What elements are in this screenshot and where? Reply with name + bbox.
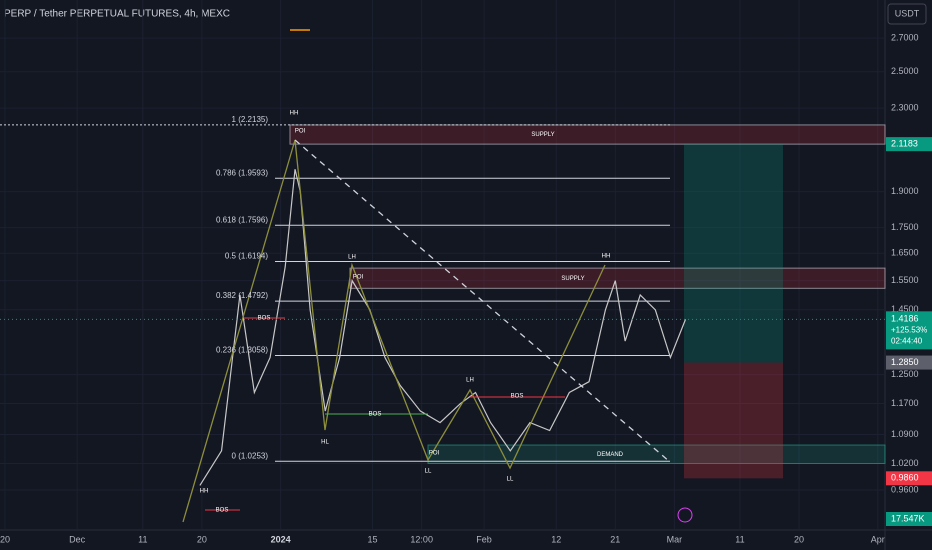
badge <box>886 137 932 152</box>
countdown: 02:44:40 <box>891 336 923 345</box>
badge <box>886 355 932 370</box>
y-tick-label: 2.3000 <box>891 103 919 113</box>
x-tick-label: Mar <box>667 534 683 544</box>
y-tick-label: 1.4500 <box>891 304 919 314</box>
x-tick-label: 12 <box>551 534 561 544</box>
target-zone <box>684 144 783 363</box>
annotation: LH <box>348 255 356 261</box>
y-tick-label: 2.7000 <box>891 32 919 42</box>
x-tick-label: 20 <box>794 534 804 544</box>
badge-label: 1.2850 <box>891 357 919 367</box>
fib-label: 0.786 (1.9593) <box>216 168 268 177</box>
annotation: POI <box>295 129 306 135</box>
drawings <box>182 139 693 523</box>
change: +125.53% <box>891 325 927 334</box>
currency-box[interactable] <box>887 3 927 25</box>
y-tick-label: 2.5000 <box>891 66 919 76</box>
zone <box>427 444 886 464</box>
trend-line <box>294 139 671 463</box>
annotation: HL <box>321 440 329 446</box>
y-tick-label: 1.6500 <box>891 248 919 258</box>
zone-label: SUPPLY <box>531 132 554 138</box>
badge-label: 2.1183 <box>891 139 918 149</box>
zone-label: SUPPLY <box>561 276 584 282</box>
price-line <box>199 169 687 486</box>
event-icon[interactable] <box>677 507 693 523</box>
last-price: 1.4186 <box>891 314 919 324</box>
y-tick-label: 1.7500 <box>891 222 919 232</box>
volume-label: 17.547K <box>891 513 925 523</box>
annotation: BOS <box>511 394 524 400</box>
currency: USDT <box>895 8 920 18</box>
badge <box>886 471 932 486</box>
annotation: LL <box>425 469 432 475</box>
annotation: POI <box>429 451 440 457</box>
badge <box>886 311 932 350</box>
x-tick-label: 15 <box>367 534 377 544</box>
zigzag <box>182 139 606 523</box>
y-tick-label: 1.5500 <box>891 275 919 285</box>
fib-label: 1 (2.2135) <box>232 115 269 124</box>
annotation: HH <box>602 254 611 260</box>
fib-label: 0.382 (1.4792) <box>216 291 268 300</box>
annotation: BOS <box>216 508 229 514</box>
zone-label: DEMAND <box>597 452 624 458</box>
x-tick-label: Dec <box>69 534 86 544</box>
annotation: POI <box>353 275 364 281</box>
annotation: HH <box>290 111 299 117</box>
x-tick-label: 12:00 <box>410 534 433 544</box>
fib-label: 0 (1.0253) <box>232 451 269 460</box>
y-tick-label: 1.2500 <box>891 369 919 379</box>
zone <box>349 267 886 289</box>
x-tick-label: 11 <box>138 534 147 544</box>
y-tick-label: 0.9600 <box>891 484 919 494</box>
x-tick-label: 20 <box>0 534 10 544</box>
y-tick-label: 1.0900 <box>891 429 919 439</box>
badge <box>886 512 932 526</box>
x-tick-label: 2024 <box>271 534 291 544</box>
fib-label: 0.236 (1.3058) <box>216 346 268 355</box>
fib-label: 0.618 (1.7596) <box>216 215 268 224</box>
x-tick-label: 20 <box>197 534 207 544</box>
y-tick-label: 1.1700 <box>891 398 919 408</box>
annotation: LL <box>507 477 514 483</box>
annotation: HH <box>200 489 209 495</box>
annotation: BOS <box>369 412 382 418</box>
stop-zone <box>684 362 783 479</box>
annotation: LH <box>466 378 474 384</box>
x-tick-label: Feb <box>476 534 492 544</box>
fib-label: 0.5 (1.6194) <box>225 252 268 261</box>
x-tick-label: 11 <box>735 534 744 544</box>
annotation: BOS <box>258 316 271 322</box>
y-tick-label: 1.9000 <box>891 186 919 196</box>
badge-label: 0.9860 <box>891 473 919 483</box>
chart-title: PERP / Tether PERPETUAL FUTURES, 4h, MEX… <box>4 9 230 20</box>
zone <box>289 124 886 145</box>
x-tick-label: 21 <box>610 534 620 544</box>
y-tick-label: 1.0200 <box>891 458 919 468</box>
x-tick-label: Apr <box>871 534 885 544</box>
